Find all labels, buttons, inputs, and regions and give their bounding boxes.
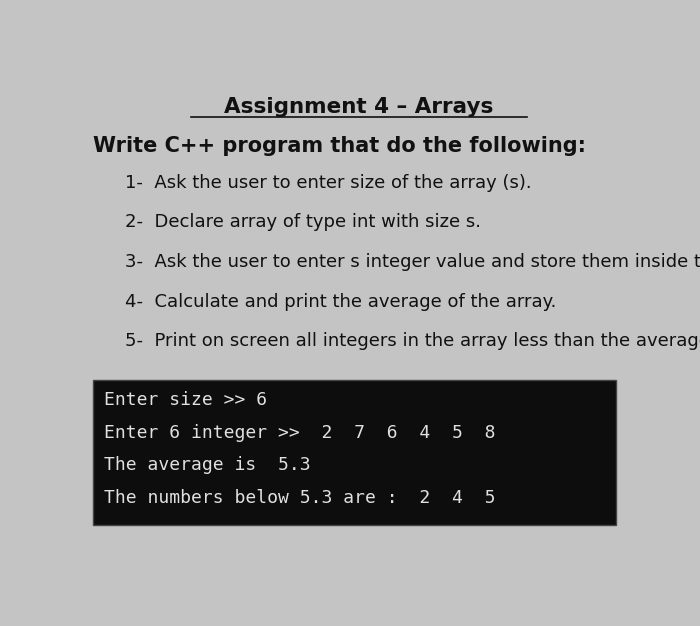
Text: Enter size >> 6: Enter size >> 6 xyxy=(104,391,267,409)
Text: The numbers below 5.3 are :  2  4  5: The numbers below 5.3 are : 2 4 5 xyxy=(104,489,496,507)
FancyBboxPatch shape xyxy=(93,380,617,525)
Text: 4-  Calculate and print the average of the array.: 4- Calculate and print the average of th… xyxy=(125,292,557,310)
Text: Write C++ program that do the following:: Write C++ program that do the following: xyxy=(93,136,586,156)
Text: 2-  Declare array of type int with size s.: 2- Declare array of type int with size s… xyxy=(125,213,482,232)
Text: Assignment 4 – Arrays: Assignment 4 – Arrays xyxy=(224,97,493,117)
Text: Enter 6 integer >>  2  7  6  4  5  8: Enter 6 integer >> 2 7 6 4 5 8 xyxy=(104,424,496,441)
Text: 5-  Print on screen all integers in the array less than the average calculated.: 5- Print on screen all integers in the a… xyxy=(125,332,700,350)
Text: 1-  Ask the user to enter size of the array (s).: 1- Ask the user to enter size of the arr… xyxy=(125,174,532,192)
Text: 3-  Ask the user to enter s integer value and store them inside the array.: 3- Ask the user to enter s integer value… xyxy=(125,253,700,271)
Text: The average is  5.3: The average is 5.3 xyxy=(104,456,310,475)
